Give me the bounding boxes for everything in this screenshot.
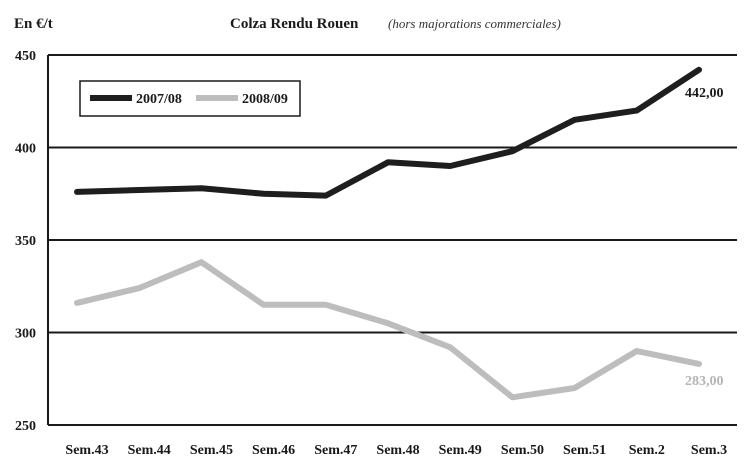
series-line-2008-09 — [74, 259, 702, 401]
x-tick-label: Sem.44 — [128, 443, 171, 458]
x-tick-label: Sem.50 — [501, 443, 544, 458]
y-axis-ticks: 450 400 350 300 250 — [15, 49, 36, 434]
series-line-2007-08 — [74, 66, 702, 199]
x-tick-label: Sem.43 — [65, 443, 108, 458]
y-unit-label: En €/t — [14, 16, 53, 32]
x-tick-label: Sem.45 — [190, 443, 233, 458]
y-tick-label: 450 — [15, 49, 36, 64]
legend-box — [79, 80, 301, 117]
x-axis-ticks: Sem.43 Sem.44 Sem.45 Sem.46 Sem.47 Sem.48 Sem.… — [65, 443, 727, 458]
series-lines — [74, 66, 702, 401]
y-tick-label: 250 — [15, 419, 36, 434]
x-tick-label: Sem.49 — [439, 443, 482, 458]
x-tick-label: Sem.46 — [252, 443, 295, 458]
legend-label-2008-09: 2008/09 — [242, 92, 288, 107]
chart-title: Colza Rendu Rouen — [230, 16, 359, 32]
x-tick-label: Sem.51 — [563, 443, 606, 458]
x-tick-label: Sem.3 — [691, 443, 727, 458]
grid-lines — [47, 54, 737, 426]
y-tick-label: 300 — [15, 327, 36, 342]
end-label-2008-09: 283,00 — [685, 374, 724, 389]
y-tick-label: 350 — [15, 234, 36, 249]
chart-subtitle: (hors majorations commerciales) — [388, 16, 561, 31]
legend-label-2007-08: 2007/08 — [136, 92, 182, 107]
x-tick-label: Sem.47 — [314, 443, 357, 458]
x-tick-label: Sem.48 — [376, 443, 419, 458]
legend: 2007/08 2008/09 — [79, 80, 301, 117]
x-tick-label: Sem.2 — [629, 443, 665, 458]
end-label-2007-08: 442,00 — [685, 86, 724, 101]
y-tick-label: 400 — [15, 142, 36, 157]
